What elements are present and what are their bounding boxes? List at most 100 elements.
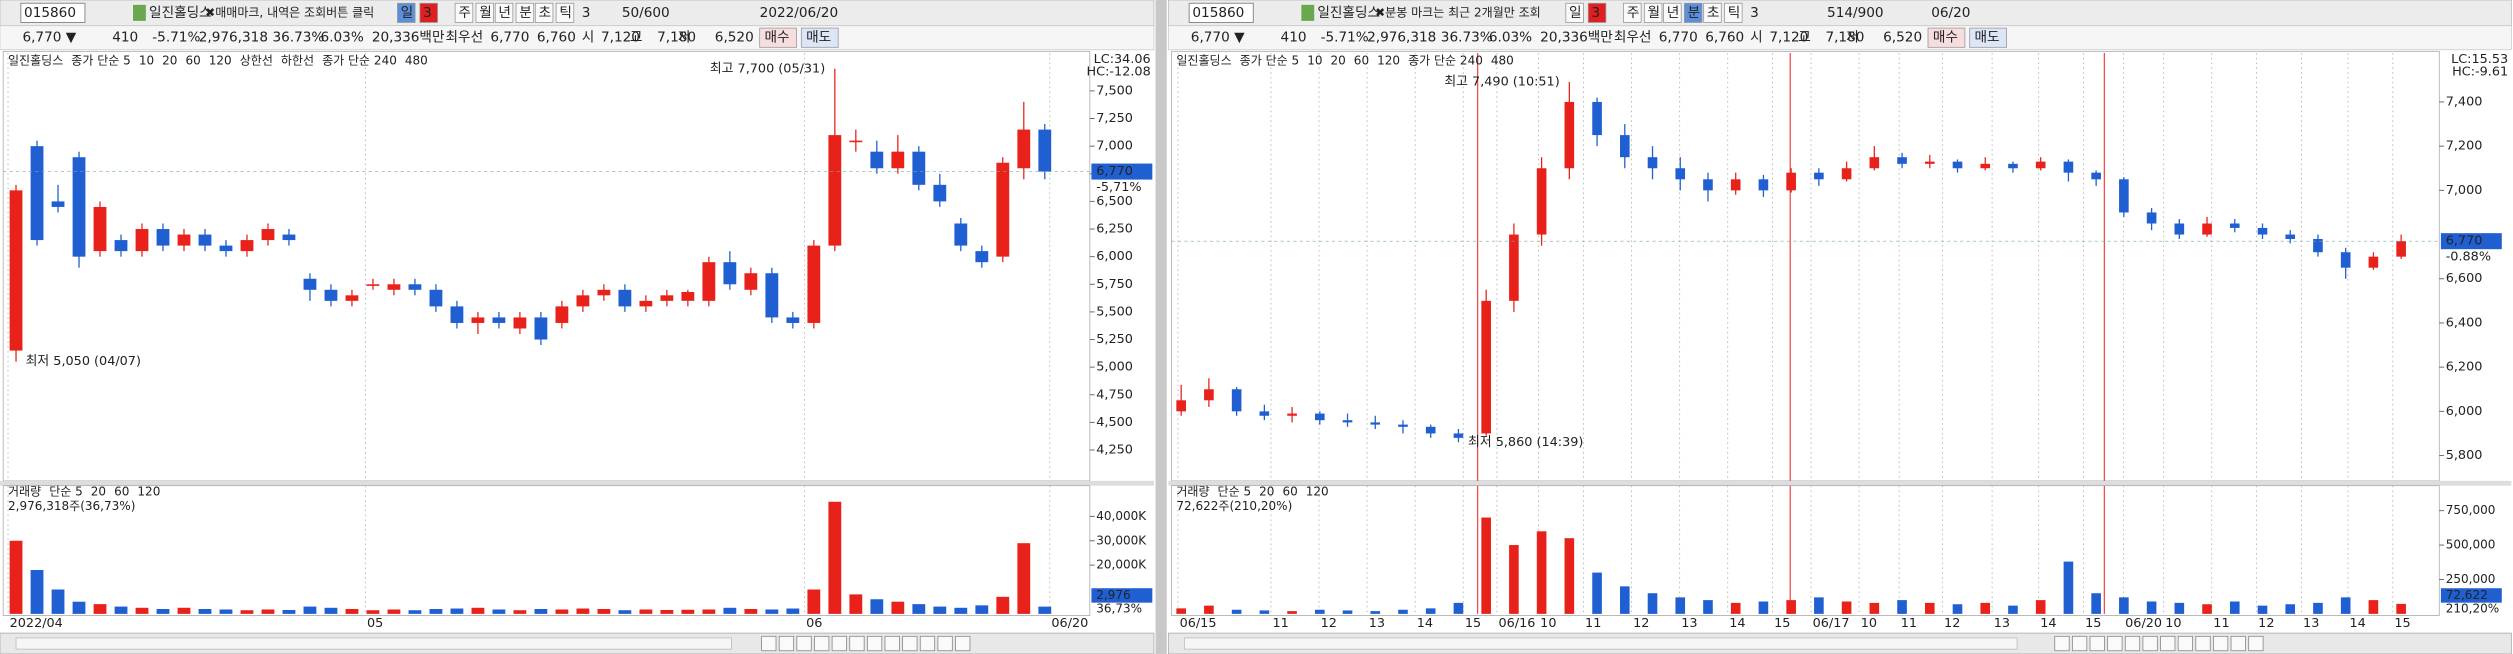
order-button[interactable] (1927, 27, 1966, 48)
x-label: 06/20 (2125, 616, 2162, 631)
high-label: 최고 7,700 (05/31) (710, 61, 825, 76)
stock-code: 015860 (1192, 5, 1244, 21)
candle-body (1703, 179, 1713, 191)
candle-body (2119, 179, 2129, 213)
tool-button[interactable] (2248, 635, 2264, 652)
volume-bar (786, 608, 800, 614)
legend-item: 일진홀딩스 (8, 53, 63, 67)
period-label: 3 (423, 5, 432, 21)
volume-bar (1204, 605, 1214, 614)
quote-field: 최우선 (1614, 30, 1652, 46)
y-tick-label: 4,250 (1096, 443, 1133, 458)
candle-body (324, 289, 338, 301)
order-button[interactable] (759, 27, 797, 48)
period-button[interactable] (534, 2, 554, 23)
legend-item: 480 (405, 53, 428, 67)
code-box[interactable] (20, 2, 86, 23)
period-button[interactable] (1703, 2, 1722, 23)
volume-bar (1017, 543, 1031, 614)
quote-field: 6,520 (1883, 30, 1922, 46)
quote-field: 410 (1281, 30, 1307, 46)
x-label: 06/15 (1180, 616, 1217, 631)
candle-body (744, 273, 758, 290)
scroll-track (1183, 637, 2018, 650)
period-button[interactable] (397, 2, 416, 23)
volume-legend: 20 (1259, 485, 1274, 499)
period-button[interactable] (515, 2, 535, 23)
tool-button[interactable] (2160, 635, 2176, 652)
volume-bar (2146, 601, 2157, 614)
period-button[interactable] (1724, 2, 1743, 23)
tool-button[interactable] (2124, 635, 2141, 652)
period-button[interactable] (494, 2, 514, 23)
volume-bar (534, 609, 548, 614)
volume-bar (114, 606, 128, 614)
candle-body (702, 262, 716, 301)
period-button[interactable] (1623, 2, 1642, 23)
order-label: 매수 (1933, 30, 1958, 46)
candle-body (1619, 135, 1630, 158)
period-button[interactable] (1565, 2, 1584, 23)
tool-button[interactable] (2142, 635, 2158, 652)
volume-bar (2257, 605, 2268, 614)
tool-button[interactable] (831, 635, 847, 652)
x-label: 11 (1901, 616, 1917, 631)
period-button[interactable] (1643, 2, 1663, 23)
candle-body (912, 151, 926, 185)
period-button[interactable] (475, 2, 495, 23)
candle-body (240, 240, 254, 252)
x-label: 14 (1729, 616, 1745, 631)
tool-button[interactable] (955, 635, 971, 652)
tool-button[interactable] (2071, 635, 2088, 652)
tool-button[interactable] (2230, 635, 2246, 652)
tool-button[interactable] (2107, 635, 2123, 652)
tool-button[interactable] (937, 635, 953, 652)
tool-button[interactable] (778, 635, 795, 652)
tool-button[interactable] (2054, 635, 2070, 652)
tool-button[interactable] (2195, 635, 2211, 652)
candle-body (1038, 129, 1052, 172)
period-button[interactable] (1587, 2, 1607, 23)
code-box[interactable] (1188, 2, 1254, 23)
candle-body (282, 234, 296, 241)
period-button[interactable] (1684, 2, 1703, 23)
candle-body (1786, 172, 1796, 191)
order-button[interactable] (1969, 27, 2007, 48)
tool-button[interactable] (2089, 635, 2105, 652)
volume-bar (345, 609, 359, 614)
period-button[interactable] (454, 2, 474, 23)
candle-body (1342, 420, 1353, 423)
period-label: 월 (479, 5, 492, 21)
legend-item: 20 (1331, 53, 1346, 67)
period-button[interactable] (555, 2, 575, 23)
candle-body (345, 295, 359, 301)
period-button[interactable] (1663, 2, 1682, 23)
volume-bar (450, 608, 464, 614)
quote-field: -5.71% (152, 30, 200, 46)
tool-button[interactable] (2213, 635, 2229, 652)
tool-button[interactable] (866, 635, 883, 652)
candle-body (219, 245, 233, 252)
tool-button[interactable] (814, 635, 830, 652)
y-tick-label: 5,500 (1096, 304, 1133, 319)
period-button[interactable] (419, 2, 438, 23)
tool-button[interactable] (919, 635, 936, 652)
order-button[interactable] (800, 27, 839, 48)
volume-bar (681, 609, 695, 614)
tool-button[interactable] (796, 635, 812, 652)
candle-body (1592, 101, 1602, 136)
x-label: 10 (1540, 616, 1556, 631)
x-label: 13 (1994, 616, 2010, 631)
volume-legend: 거래량 (8, 485, 41, 499)
candle-body (1176, 400, 1186, 412)
candle-body (450, 306, 464, 323)
tool-button[interactable] (884, 635, 900, 652)
tool-button[interactable] (902, 635, 918, 652)
volume-bar (639, 609, 653, 614)
tool-button[interactable] (761, 635, 777, 652)
candle-body (891, 151, 905, 169)
volume-bar (870, 599, 884, 614)
tool-button[interactable] (2177, 635, 2193, 652)
tool-button[interactable] (849, 635, 865, 652)
current-change: -0.88% (2446, 250, 2491, 265)
